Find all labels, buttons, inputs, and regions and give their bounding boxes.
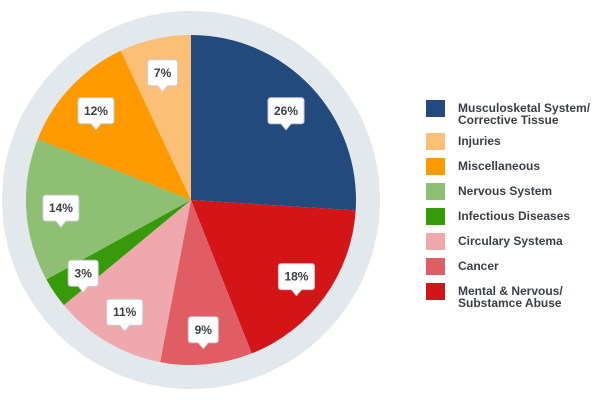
legend-item: Infectious Diseases [426, 208, 596, 233]
pie-slice-1 [191, 200, 356, 354]
legend-swatch [426, 183, 445, 200]
legend-item: Miscellaneous [426, 158, 596, 183]
callout-bubble [267, 97, 305, 131]
legend-label: Nervous System [458, 184, 553, 198]
legend-label: Injuries [458, 134, 501, 148]
legend-label: Cancer [458, 259, 499, 273]
legend-item: Circulary Systema [426, 233, 596, 258]
pie-slice-5 [26, 139, 192, 280]
callout-bubble [187, 316, 219, 350]
legend-label: Musculosketal System/ Corrective Tissue [458, 101, 591, 127]
slice-callout-4: 3% [67, 259, 99, 294]
legend-item: Musculosketal System/ Corrective Tissue [426, 100, 596, 133]
legend-swatch [426, 258, 445, 275]
pie-slice-2 [160, 200, 252, 365]
slice-callout-7: 7% [147, 59, 179, 93]
legend-label: Miscellaneous [458, 159, 541, 173]
legend-swatch [426, 283, 445, 300]
slice-callout-1: 18% [277, 263, 315, 297]
callout-bubble [67, 259, 99, 294]
legend-swatch [426, 158, 445, 175]
legend-swatch [426, 100, 445, 117]
legend-item: Injuries [426, 133, 596, 158]
legend-swatch [426, 208, 445, 225]
data-label: 14% [49, 201, 73, 215]
pie-chart: 26% 18% 9% 11% 3% 14% 12% 7% [2, 11, 380, 389]
legend-label: Circulary Systema [458, 234, 563, 248]
data-label: 26% [274, 104, 298, 118]
pie-callouts: 26% 18% 9% 11% 3% 14% 12% 7% [42, 59, 315, 350]
data-label: 12% [84, 104, 108, 118]
slice-callout-6: 12% [77, 97, 115, 131]
slice-callout-5: 14% [42, 194, 80, 228]
legend-label: Infectious Diseases [458, 209, 571, 223]
legend-item: Nervous System [426, 183, 596, 208]
data-label: 3% [75, 266, 93, 280]
pie-slice-3 [63, 200, 192, 363]
data-label: 11% [113, 305, 137, 319]
callout-bubble [106, 298, 144, 332]
chart-legend: Musculosketal System/ Corrective Tissue I… [426, 100, 596, 316]
data-label: 9% [195, 323, 213, 337]
legend-label: Mental & Nervous/ Substamce Abuse [458, 284, 563, 310]
callout-bubble [147, 59, 179, 93]
legend-swatch [426, 133, 445, 150]
callout-bubble [42, 194, 80, 228]
pie-slice-6 [37, 50, 191, 200]
data-label: 18% [284, 270, 308, 284]
slice-callout-2: 9% [187, 316, 219, 350]
data-label: 7% [154, 66, 172, 80]
callout-bubble [277, 263, 315, 297]
legend-swatch [426, 233, 445, 250]
callout-bubble [77, 97, 115, 131]
legend-item: Cancer [426, 258, 596, 283]
legend-item: Mental & Nervous/ Substamce Abuse [426, 283, 596, 316]
slice-callout-3: 11% [106, 298, 144, 332]
slice-callout-0: 26% [267, 97, 305, 131]
